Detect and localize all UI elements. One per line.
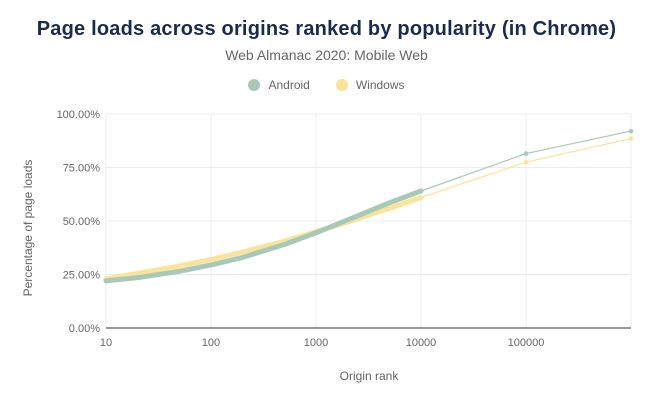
chart-title: Page loads across origins ranked by popu… xyxy=(36,18,617,40)
series-layer xyxy=(103,128,634,284)
data-point-windows xyxy=(418,195,424,200)
y-tick-label: 25.00% xyxy=(63,270,101,282)
legend-label-windows: Windows xyxy=(355,78,405,92)
x-tick-label: 100000 xyxy=(508,337,545,349)
y-tick-label: 75.00% xyxy=(63,163,101,175)
y-tick-label: 50.00% xyxy=(63,216,101,228)
y-tick-label: 100.00% xyxy=(57,109,101,121)
series-windows xyxy=(103,136,634,282)
series-android xyxy=(103,128,634,284)
data-point-android xyxy=(523,151,529,156)
y-tick-labels: 0.00% 25.00% 50.00% 75.00% 100.00% xyxy=(57,109,101,335)
gridlines xyxy=(105,113,632,329)
series-band-android xyxy=(103,188,424,284)
legend: Android Windows xyxy=(0,78,653,92)
x-tick-label: 10000 xyxy=(406,337,437,349)
x-axis-title: Origin rank xyxy=(340,369,400,383)
legend-label-android: Android xyxy=(268,78,310,92)
data-point-windows xyxy=(523,159,529,165)
legend-item-android[interactable]: Android xyxy=(248,78,310,92)
data-point-android xyxy=(628,128,634,134)
y-tick-label: 0.00% xyxy=(69,323,100,335)
x-tick-label: 1000 xyxy=(304,337,328,349)
x-tick-labels: 10 100 1000 10000 100000 xyxy=(100,337,544,349)
y-axis-title: Percentage of page loads xyxy=(21,160,35,297)
legend-item-windows[interactable]: Windows xyxy=(335,78,405,92)
x-tick-label: 10 xyxy=(100,337,112,349)
windows-swatch xyxy=(335,79,348,91)
data-point-windows xyxy=(628,136,634,141)
data-point-android xyxy=(418,188,424,194)
chart-subtitle: Web Almanac 2020: Mobile Web xyxy=(225,47,428,63)
data-point-android xyxy=(103,278,109,284)
android-swatch xyxy=(248,79,261,91)
series-band-windows xyxy=(103,195,424,282)
x-tick-label: 100 xyxy=(202,337,220,349)
